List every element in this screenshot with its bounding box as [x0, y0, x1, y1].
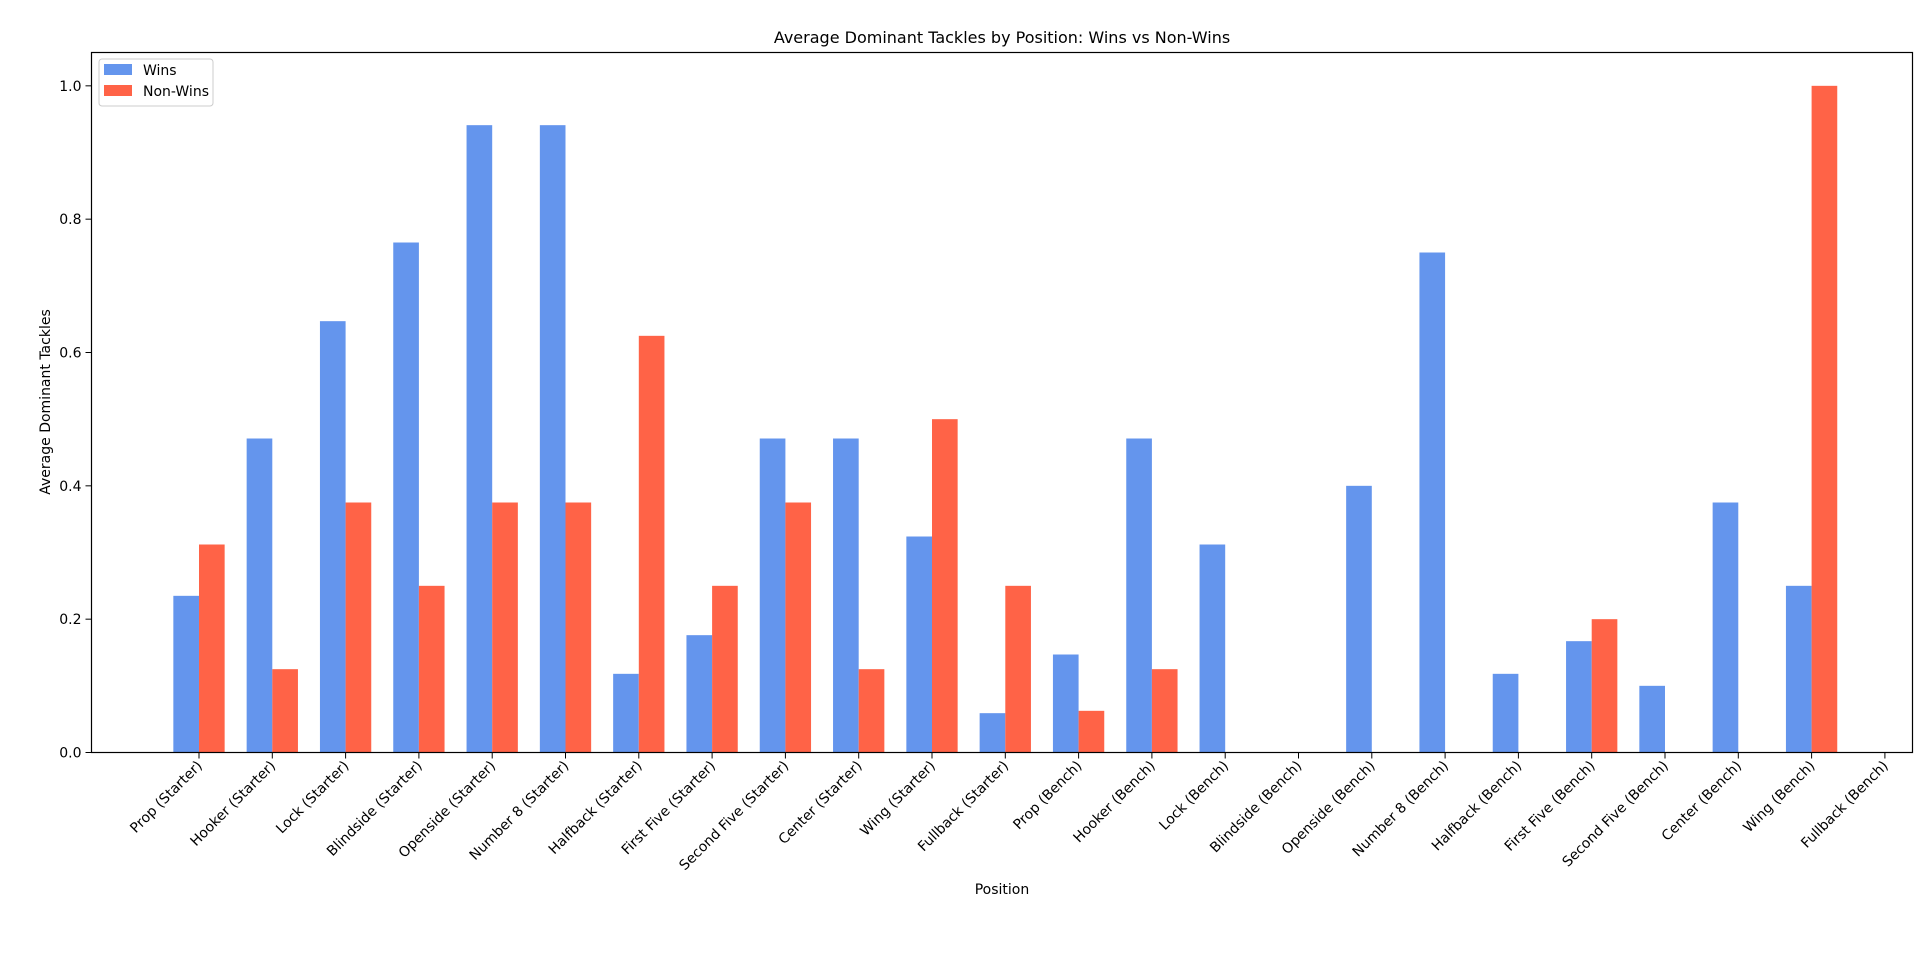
- y-tick-label-3: 0.6: [59, 346, 81, 362]
- bar-wins-20: [1639, 685, 1665, 753]
- y-tick-label-1: 0.2: [59, 612, 81, 628]
- x-tick-label-12: Prop (Bench): [1010, 758, 1085, 833]
- x-tick-label-14: Lock (Bench): [1156, 758, 1232, 834]
- bar-wins-22: [1785, 585, 1812, 753]
- bar-wins-12: [1052, 654, 1079, 753]
- bar-non-wins-22: [1811, 85, 1838, 753]
- bar-non-wins-9: [858, 669, 885, 753]
- bar-wins-0: [173, 595, 199, 753]
- bar-wins-16: [1346, 485, 1372, 753]
- bar-non-wins-1: [272, 669, 298, 753]
- bar-non-wins-11: [1005, 585, 1031, 753]
- x-tick-label-0: Prop (Starter): [127, 758, 206, 837]
- x-axis-label: Position: [975, 882, 1030, 898]
- legend: Wins Non-Wins: [98, 58, 214, 107]
- x-tick-label-22: Wing (Bench): [1740, 758, 1818, 836]
- x-tick-label-2: Lock (Starter): [273, 758, 352, 837]
- bar-wins-11: [979, 713, 1006, 753]
- bar-non-wins-5: [565, 502, 592, 753]
- x-tick-label-13: Hooker (Bench): [1071, 758, 1159, 846]
- plot-frame: [90, 51, 1914, 754]
- x-axis: Prop (Starter)Hooker (Starter)Lock (Star…: [127, 752, 1892, 874]
- bar-wins-5: [539, 125, 566, 753]
- bar-wins-2: [319, 321, 346, 753]
- bar-wins-10: [906, 536, 932, 753]
- bar-non-wins-4: [492, 502, 518, 753]
- bar-wins-21: [1712, 502, 1739, 753]
- y-tick-label-0: 0.0: [59, 746, 81, 762]
- bar-non-wins-13: [1151, 669, 1178, 753]
- bar-wins-17: [1419, 252, 1446, 753]
- bar-non-wins-3: [418, 585, 445, 753]
- bar-non-wins-2: [345, 502, 372, 753]
- y-axis-label: Average Dominant Tackles: [38, 309, 54, 495]
- bar-non-wins-19: [1591, 619, 1618, 753]
- bar-non-wins-0: [199, 544, 225, 753]
- bar-wins-14: [1199, 544, 1226, 753]
- legend-label-0: Wins: [143, 63, 177, 79]
- bars-group: [173, 85, 1838, 753]
- bar-wins-8: [759, 438, 786, 753]
- bar-wins-4: [466, 125, 493, 753]
- y-axis: 0.0 0.2 0.4 0.6 0.8 1.0: [59, 79, 92, 762]
- bar-wins-19: [1566, 641, 1592, 753]
- y-tick-label-4: 0.8: [59, 212, 81, 228]
- bar-non-wins-6: [638, 335, 665, 753]
- bar-non-wins-10: [932, 419, 958, 753]
- bar-wins-13: [1126, 438, 1152, 753]
- legend-label-1: Non-Wins: [143, 84, 209, 100]
- bar-wins-18: [1492, 673, 1519, 753]
- bar-non-wins-7: [712, 585, 738, 753]
- bar-wins-3: [393, 242, 419, 753]
- bar-non-wins-8: [785, 502, 812, 753]
- bar-wins-7: [686, 635, 713, 753]
- y-tick-label-2: 0.4: [59, 479, 81, 495]
- x-tick-label-21: Center (Bench): [1659, 758, 1745, 844]
- chart-title: Average Dominant Tackles by Position: Wi…: [774, 28, 1230, 47]
- bar-wins-1: [246, 438, 273, 753]
- bar-wins-9: [833, 438, 859, 753]
- legend-swatch-1: [104, 85, 132, 96]
- bar-non-wins-12: [1078, 710, 1105, 753]
- bar-wins-6: [613, 673, 639, 753]
- y-tick-label-5: 1.0: [59, 79, 81, 95]
- legend-swatch-0: [104, 64, 132, 75]
- x-tick-label-10: Wing (Starter): [857, 758, 938, 839]
